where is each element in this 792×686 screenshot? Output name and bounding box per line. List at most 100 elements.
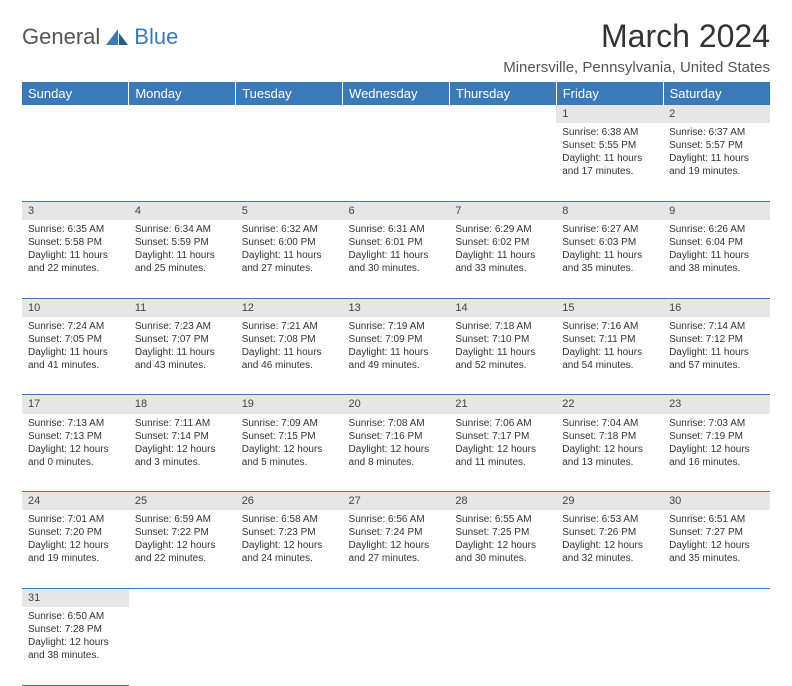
day-number-cell [129, 588, 236, 607]
sunset-text: Sunset: 7:20 PM [28, 526, 123, 539]
day-number-cell: 28 [449, 492, 556, 511]
sunrise-text: Sunrise: 7:03 AM [669, 417, 764, 430]
day-number-cell [449, 105, 556, 123]
day-number-cell [236, 588, 343, 607]
daylight-text: Daylight: 11 hours and 43 minutes. [135, 346, 230, 372]
sunset-text: Sunset: 7:14 PM [135, 430, 230, 443]
sunset-text: Sunset: 7:09 PM [349, 333, 444, 346]
day-header: Tuesday [236, 82, 343, 105]
day-number-cell: 16 [663, 298, 770, 317]
sunset-text: Sunset: 5:58 PM [28, 236, 123, 249]
day-info-cell [236, 607, 343, 685]
sunset-text: Sunset: 5:57 PM [669, 139, 764, 152]
day-info-cell: Sunrise: 7:16 AMSunset: 7:11 PMDaylight:… [556, 317, 663, 395]
daylight-text: Daylight: 11 hours and 54 minutes. [562, 346, 657, 372]
daylight-text: Daylight: 12 hours and 5 minutes. [242, 443, 337, 469]
day-info-cell [343, 607, 450, 685]
day-number-cell: 25 [129, 492, 236, 511]
sunrise-text: Sunrise: 7:01 AM [28, 513, 123, 526]
sunset-text: Sunset: 7:19 PM [669, 430, 764, 443]
day-number-cell: 17 [22, 395, 129, 414]
day-info-cell: Sunrise: 7:18 AMSunset: 7:10 PMDaylight:… [449, 317, 556, 395]
day-number-cell: 30 [663, 492, 770, 511]
sunrise-text: Sunrise: 7:14 AM [669, 320, 764, 333]
sunset-text: Sunset: 7:27 PM [669, 526, 764, 539]
sunset-text: Sunset: 7:25 PM [455, 526, 550, 539]
day-info-cell: Sunrise: 7:06 AMSunset: 7:17 PMDaylight:… [449, 414, 556, 492]
sunset-text: Sunset: 7:24 PM [349, 526, 444, 539]
daylight-text: Daylight: 11 hours and 52 minutes. [455, 346, 550, 372]
day-number-cell: 19 [236, 395, 343, 414]
day-info-cell [129, 607, 236, 685]
sunrise-text: Sunrise: 6:35 AM [28, 223, 123, 236]
daylight-text: Daylight: 11 hours and 22 minutes. [28, 249, 123, 275]
day-header: Friday [556, 82, 663, 105]
sunset-text: Sunset: 7:13 PM [28, 430, 123, 443]
daylight-text: Daylight: 11 hours and 19 minutes. [669, 152, 764, 178]
day-number-cell: 12 [236, 298, 343, 317]
sunrise-text: Sunrise: 6:34 AM [135, 223, 230, 236]
day-number-cell [556, 588, 663, 607]
day-info-cell: Sunrise: 6:29 AMSunset: 6:02 PMDaylight:… [449, 220, 556, 298]
daylight-text: Daylight: 11 hours and 35 minutes. [562, 249, 657, 275]
daylight-text: Daylight: 11 hours and 30 minutes. [349, 249, 444, 275]
day-info-cell: Sunrise: 7:19 AMSunset: 7:09 PMDaylight:… [343, 317, 450, 395]
sunset-text: Sunset: 6:00 PM [242, 236, 337, 249]
day-info-cell: Sunrise: 7:21 AMSunset: 7:08 PMDaylight:… [236, 317, 343, 395]
daylight-text: Daylight: 11 hours and 17 minutes. [562, 152, 657, 178]
day-info-cell: Sunrise: 6:35 AMSunset: 5:58 PMDaylight:… [22, 220, 129, 298]
sunrise-text: Sunrise: 6:29 AM [455, 223, 550, 236]
daylight-text: Daylight: 12 hours and 3 minutes. [135, 443, 230, 469]
daylight-text: Daylight: 12 hours and 13 minutes. [562, 443, 657, 469]
sunrise-text: Sunrise: 6:53 AM [562, 513, 657, 526]
sunset-text: Sunset: 6:04 PM [669, 236, 764, 249]
day-header: Sunday [22, 82, 129, 105]
day-number-cell: 18 [129, 395, 236, 414]
sunset-text: Sunset: 7:12 PM [669, 333, 764, 346]
day-header: Thursday [449, 82, 556, 105]
sunrise-text: Sunrise: 6:51 AM [669, 513, 764, 526]
sunrise-text: Sunrise: 6:50 AM [28, 610, 123, 623]
daylight-text: Daylight: 11 hours and 57 minutes. [669, 346, 764, 372]
sunset-text: Sunset: 7:23 PM [242, 526, 337, 539]
sunrise-text: Sunrise: 7:23 AM [135, 320, 230, 333]
day-number-cell: 7 [449, 201, 556, 220]
daylight-text: Daylight: 11 hours and 38 minutes. [669, 249, 764, 275]
day-info-cell: Sunrise: 6:50 AMSunset: 7:28 PMDaylight:… [22, 607, 129, 685]
day-number-cell: 15 [556, 298, 663, 317]
page-title: March 2024 [503, 18, 770, 55]
day-number-cell [663, 588, 770, 607]
day-header: Monday [129, 82, 236, 105]
sunset-text: Sunset: 7:11 PM [562, 333, 657, 346]
day-number-cell: 6 [343, 201, 450, 220]
day-info-cell: Sunrise: 7:08 AMSunset: 7:16 PMDaylight:… [343, 414, 450, 492]
day-info-cell: Sunrise: 6:58 AMSunset: 7:23 PMDaylight:… [236, 510, 343, 588]
day-number-cell: 22 [556, 395, 663, 414]
sunset-text: Sunset: 7:26 PM [562, 526, 657, 539]
daylight-text: Daylight: 11 hours and 33 minutes. [455, 249, 550, 275]
day-info-cell: Sunrise: 6:38 AMSunset: 5:55 PMDaylight:… [556, 123, 663, 201]
day-info-cell: Sunrise: 6:27 AMSunset: 6:03 PMDaylight:… [556, 220, 663, 298]
title-block: March 2024 Minersville, Pennsylvania, Un… [503, 18, 770, 76]
day-info-cell: Sunrise: 7:01 AMSunset: 7:20 PMDaylight:… [22, 510, 129, 588]
daylight-text: Daylight: 12 hours and 22 minutes. [135, 539, 230, 565]
sail-icon [104, 27, 130, 47]
day-number-cell: 4 [129, 201, 236, 220]
calendar-body: 12 Sunrise: 6:38 AMSunset: 5:55 PMDayligh… [22, 105, 770, 685]
sunrise-text: Sunrise: 7:09 AM [242, 417, 337, 430]
sunset-text: Sunset: 7:22 PM [135, 526, 230, 539]
day-number-cell: 27 [343, 492, 450, 511]
sunrise-text: Sunrise: 7:18 AM [455, 320, 550, 333]
day-info-cell: Sunrise: 7:09 AMSunset: 7:15 PMDaylight:… [236, 414, 343, 492]
sunrise-text: Sunrise: 6:31 AM [349, 223, 444, 236]
day-number-cell [236, 105, 343, 123]
day-info-cell [449, 123, 556, 201]
day-info-cell [343, 123, 450, 201]
day-number-cell: 24 [22, 492, 129, 511]
daylight-text: Daylight: 12 hours and 8 minutes. [349, 443, 444, 469]
sunset-text: Sunset: 7:05 PM [28, 333, 123, 346]
daylight-text: Daylight: 12 hours and 35 minutes. [669, 539, 764, 565]
header: General Blue March 2024 Minersville, Pen… [22, 18, 770, 76]
sunrise-text: Sunrise: 6:59 AM [135, 513, 230, 526]
day-info-cell: Sunrise: 7:13 AMSunset: 7:13 PMDaylight:… [22, 414, 129, 492]
